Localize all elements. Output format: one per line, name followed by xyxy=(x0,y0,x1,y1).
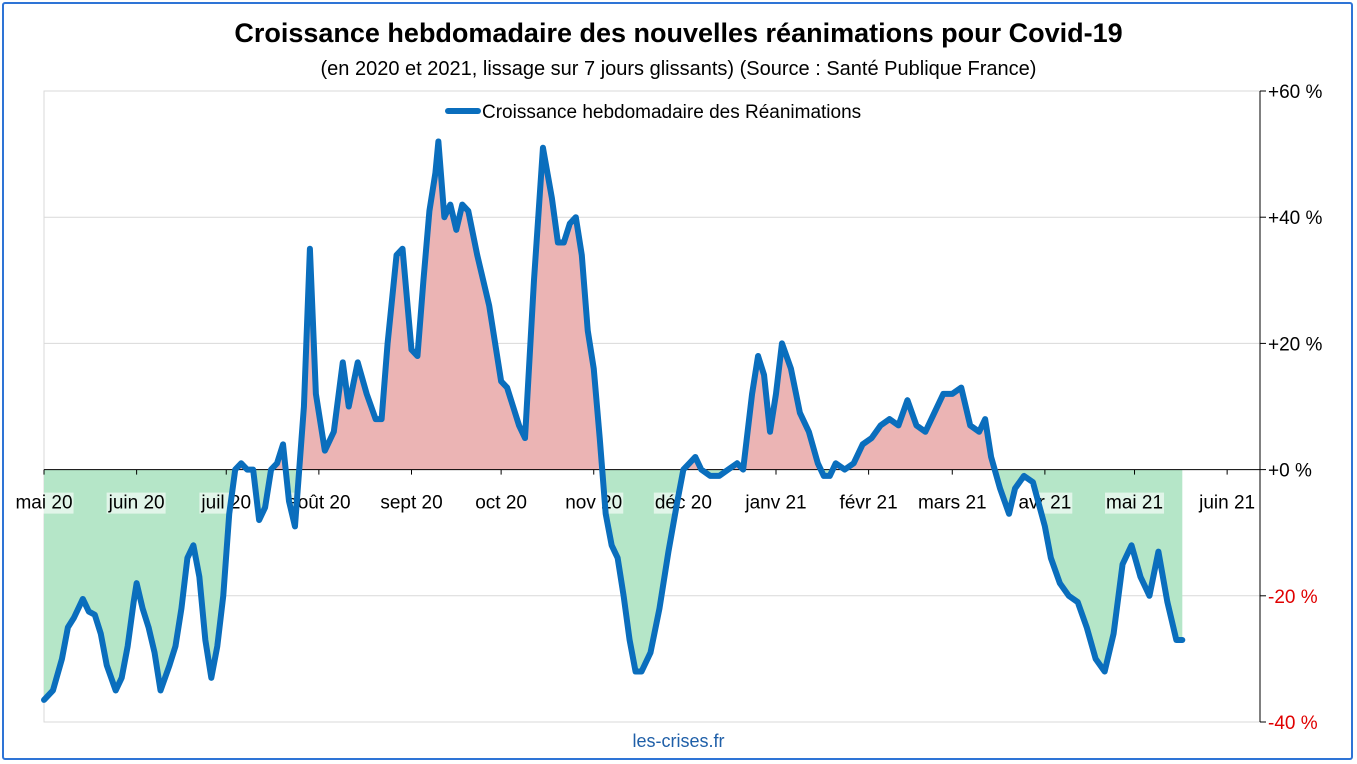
x-tick-label-bg xyxy=(379,492,444,514)
x-tick-label-bg xyxy=(916,492,988,514)
x-tick-label: juin 20 xyxy=(108,493,165,514)
x-tick-label-bg xyxy=(1197,492,1257,514)
x-tick-label: nov 20 xyxy=(565,493,622,514)
x-tick-label: févr 21 xyxy=(840,493,898,514)
legend-label: Croissance hebdomadaire des Réanimations xyxy=(482,102,861,123)
x-tick-label-bg xyxy=(838,492,899,514)
x-tick-label: juil 20 xyxy=(200,493,251,514)
x-tick-label: sept 20 xyxy=(380,493,442,514)
x-tick-label-bg xyxy=(653,492,713,514)
x-tick-label-bg xyxy=(743,492,808,514)
y-tick-label: +60 % xyxy=(1268,82,1323,103)
x-tick-label-bg xyxy=(474,492,529,514)
y-tick-label: -20 % xyxy=(1268,587,1318,608)
x-tick-label-bg xyxy=(199,492,253,514)
x-tick-label-bg xyxy=(564,492,624,514)
chart-title: Croissance hebdomadaire des nouvelles ré… xyxy=(234,18,1123,48)
series-line xyxy=(41,138,1186,703)
chart-subtitle: (en 2020 et 2021, lissage sur 7 jours gl… xyxy=(320,58,1037,80)
x-tick-label-bg xyxy=(286,492,352,514)
y-tick-label: +40 % xyxy=(1268,208,1323,229)
x-tick-label: juin 21 xyxy=(1198,493,1255,514)
x-tick-label: avr 21 xyxy=(1018,493,1071,514)
x-tick-label: mai 20 xyxy=(15,493,72,514)
y-tick-label: +20 % xyxy=(1268,334,1323,355)
x-tick-label: mai 21 xyxy=(1106,493,1163,514)
x-tick-label: déc 20 xyxy=(655,493,712,514)
x-tick-label-bg xyxy=(14,492,74,514)
x-tick-label-bg xyxy=(106,492,166,514)
y-tick-label: +0 % xyxy=(1268,461,1312,482)
y-tick-label: -40 % xyxy=(1268,713,1318,734)
x-tick-label-bg xyxy=(1105,492,1165,514)
credit-text: les-crises.fr xyxy=(632,731,725,751)
x-tick-label: janv 21 xyxy=(744,493,806,514)
x-tick-label: août 20 xyxy=(287,493,350,514)
x-tick-label: oct 20 xyxy=(475,493,527,514)
x-tick-label-bg xyxy=(1017,492,1073,514)
x-tick-label: mars 21 xyxy=(918,493,987,514)
